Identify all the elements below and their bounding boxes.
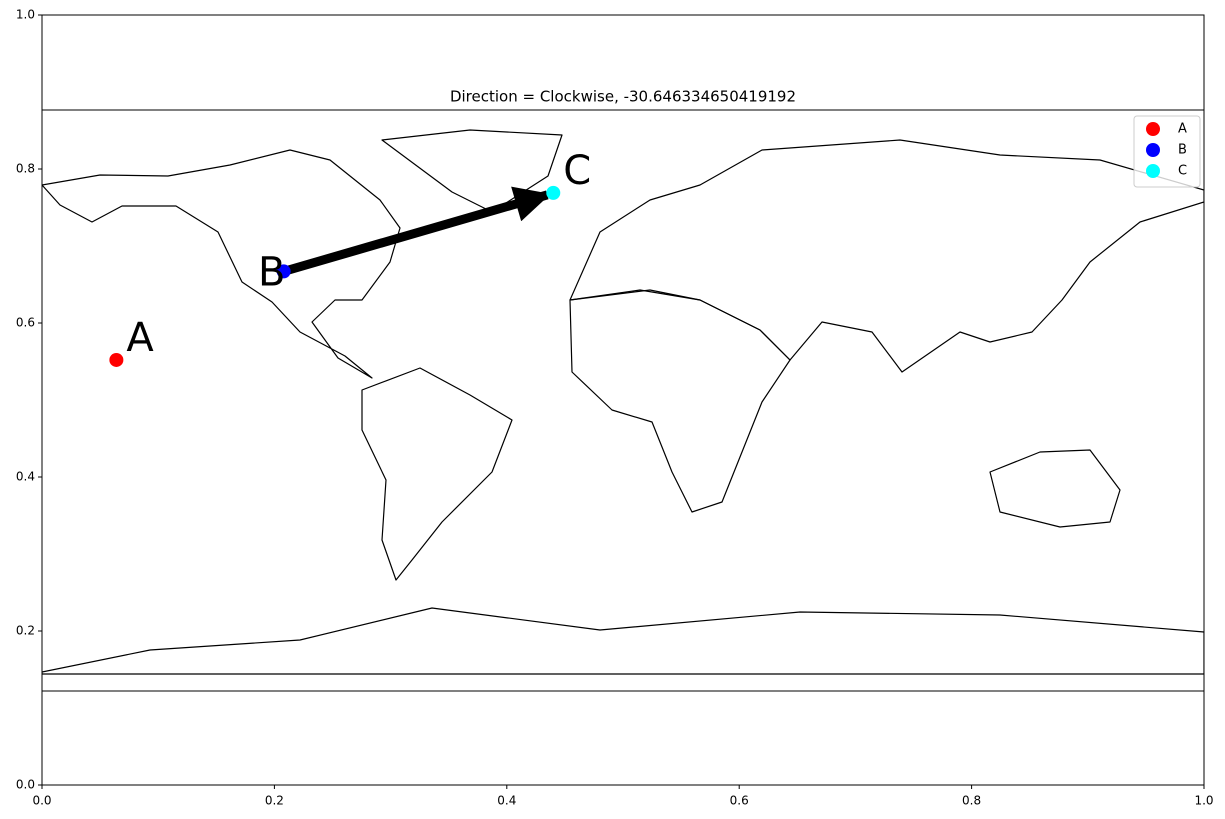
x-tick-label: 0.6	[730, 794, 749, 808]
greenland	[381, 129, 563, 213]
y-tick-label: 0.2	[16, 624, 35, 638]
legend-box	[1133, 115, 1201, 188]
point	[546, 185, 561, 200]
africa	[569, 289, 791, 513]
y-tick-label: 0.6	[16, 316, 35, 330]
y-tick-label: 1.0	[16, 8, 35, 22]
point-label: A	[126, 315, 154, 361]
x-tick-label: 0.0	[32, 794, 51, 808]
x-tick-label: 0.4	[497, 794, 516, 808]
legend-marker	[1146, 143, 1160, 157]
map-frame	[41, 109, 1205, 692]
y-tick-label: 0.8	[16, 162, 35, 176]
coastlines	[42, 129, 1204, 675]
australia	[989, 449, 1121, 528]
eurasia	[569, 139, 1204, 373]
legend-marker	[1146, 122, 1160, 136]
point	[276, 264, 291, 279]
x-tick-label: 1.0	[1194, 794, 1213, 808]
y-tick-label: 0.4	[16, 470, 35, 484]
antarctica	[42, 607, 1204, 675]
legend-label: C	[1178, 164, 1187, 179]
point	[109, 352, 124, 367]
point-label: B	[258, 249, 285, 295]
north-america	[42, 149, 401, 379]
y-tick-label: 0.0	[16, 778, 35, 792]
chart-title: Direction = Clockwise, -30.6463346504191…	[450, 88, 796, 106]
x-tick-label: 0.8	[962, 794, 981, 808]
x-tick-label: 0.2	[265, 794, 284, 808]
legend-marker	[1146, 164, 1160, 178]
axes-frame	[41, 14, 1205, 786]
legend-label: B	[1178, 143, 1187, 158]
south-america	[361, 367, 513, 581]
point-label: C	[563, 148, 591, 194]
direction-arrow	[282, 186, 551, 276]
legend-label: A	[1178, 122, 1187, 137]
